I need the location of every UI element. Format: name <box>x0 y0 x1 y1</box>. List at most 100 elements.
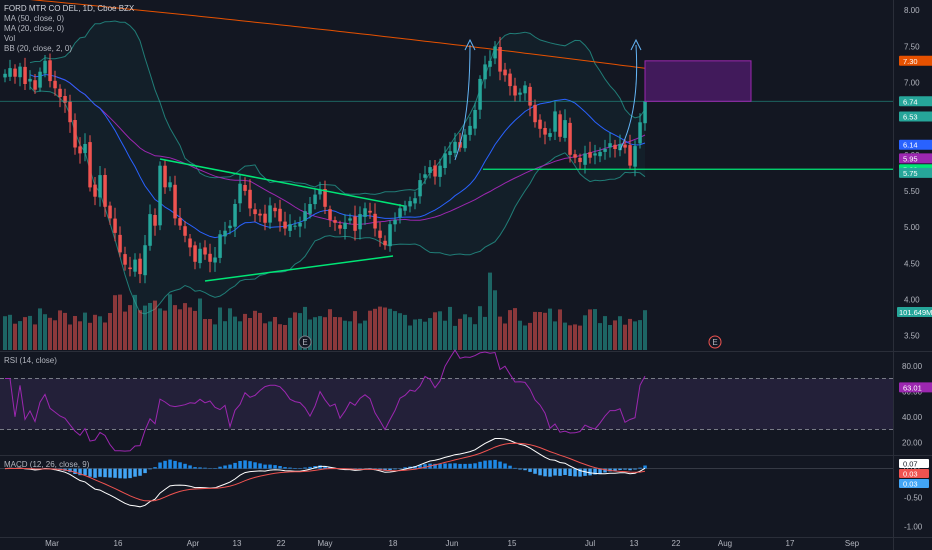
price-tag-label: 5.95 <box>903 154 918 163</box>
macd-hist-bar <box>268 464 272 469</box>
rsi-label[interactable]: RSI (14, close) <box>4 356 57 365</box>
volume-bar <box>128 305 132 350</box>
candle-body <box>328 209 332 220</box>
candle-body <box>528 86 532 106</box>
price-tag <box>899 111 932 122</box>
macd-hist-bar <box>233 462 237 469</box>
volume-bar <box>373 308 377 350</box>
macd-hist-bar <box>163 460 167 469</box>
volume-bar <box>633 321 637 350</box>
volume-bar <box>208 319 212 350</box>
macd-hist-bar <box>378 468 382 470</box>
macd-hist-bar <box>273 465 277 469</box>
macd-tag <box>899 459 929 468</box>
volume-bar <box>233 316 237 350</box>
volume-bar <box>523 325 527 350</box>
macd-hist-bar <box>293 468 297 469</box>
macd-hist-bar <box>83 468 87 476</box>
macd-hist-bar <box>108 468 112 478</box>
lower-trendline <box>204 255 394 282</box>
candle-body <box>58 88 62 97</box>
volume-bar <box>578 325 582 350</box>
volume-bar <box>448 306 452 350</box>
macd-tag-label: 0.03 <box>903 480 918 489</box>
earnings-label: E <box>302 338 307 347</box>
volume-bar <box>553 321 557 350</box>
volume-bar <box>583 315 587 350</box>
volume-bar <box>108 313 112 350</box>
volume-bar <box>408 325 412 350</box>
volume-bar <box>393 311 397 350</box>
macd-hist-bar <box>578 468 582 477</box>
rsi-tag <box>899 382 932 393</box>
candle-body <box>453 141 457 153</box>
volume-bar <box>78 321 82 350</box>
volume-bar <box>493 290 497 350</box>
macd-hist-bar <box>148 468 152 470</box>
candle-body <box>408 201 412 207</box>
macd-hist-bar <box>198 467 202 469</box>
candle-body <box>283 221 287 229</box>
macd-hist-bar <box>88 468 92 477</box>
volume-bar <box>48 317 52 350</box>
candle-body <box>183 226 187 236</box>
volume-bar <box>83 312 87 350</box>
volume-bar <box>238 321 242 350</box>
volume-bar <box>538 312 542 350</box>
candle-body <box>73 120 77 148</box>
candle-body <box>563 120 567 138</box>
macd-hist-bar <box>528 468 532 472</box>
candle-body <box>113 218 117 233</box>
symbol-title[interactable]: FORD MTR CO DEL, 1D, Cboe BZX <box>4 4 135 13</box>
candle-body <box>208 253 212 262</box>
candle-body <box>118 234 122 253</box>
candle-body <box>358 214 362 230</box>
volume-bar <box>513 308 517 350</box>
volume-bar <box>483 316 487 350</box>
candle-body <box>18 66 22 78</box>
volume-bar <box>428 318 432 350</box>
candle-body <box>168 182 172 188</box>
candle-body <box>248 189 252 209</box>
legend-bollinger[interactable]: BB (20, close, 2, 0) <box>4 44 73 53</box>
legend-volume[interactable]: Vol <box>4 34 16 43</box>
candle-body <box>78 146 82 154</box>
volume-bar <box>543 312 547 350</box>
volume-bar <box>563 322 567 350</box>
legend-ma50[interactable]: MA (50, close, 0) <box>4 14 65 23</box>
macd-hist-bar <box>443 463 447 469</box>
projection-arrow-head <box>464 38 476 51</box>
macd-tick-label: -0.50 <box>904 493 923 502</box>
volume-bar <box>53 320 57 350</box>
legend-ma20[interactable]: MA (20, close, 0) <box>4 24 65 33</box>
candle-body <box>533 104 537 123</box>
volume-bar <box>188 307 192 350</box>
volume-bar <box>383 307 387 350</box>
price-tick-label: 8.00 <box>904 6 920 15</box>
candle-body <box>138 258 142 275</box>
candle-body <box>558 114 562 137</box>
price-tick-label: 7.00 <box>904 79 920 88</box>
candle-body <box>108 205 112 219</box>
macd-hist-bar <box>393 468 397 470</box>
candle-body <box>133 259 137 272</box>
candle-body <box>383 240 387 246</box>
macd-hist-bar <box>153 467 157 469</box>
volume-bar <box>588 309 592 350</box>
candle-body <box>388 224 392 247</box>
chart-legend: FORD MTR CO DEL, 1D, Cboe BZX MA (50, cl… <box>4 4 134 54</box>
volume-bar <box>198 298 202 350</box>
macd-hist-bar <box>138 468 142 476</box>
macd-hist-bar <box>558 468 562 476</box>
macd-tag <box>899 469 929 478</box>
volume-bar <box>603 316 607 350</box>
candle-body <box>193 245 197 262</box>
macd-hist-bar <box>183 463 187 469</box>
candle-body <box>318 189 322 195</box>
candle-body <box>238 183 242 204</box>
macd-hist-bar <box>173 460 177 469</box>
macd-hist-bar <box>618 468 622 470</box>
macd-label[interactable]: MACD (12, 26, close, 9) <box>4 460 90 469</box>
candle-body <box>148 214 152 246</box>
time-tick-label: 22 <box>672 539 681 548</box>
